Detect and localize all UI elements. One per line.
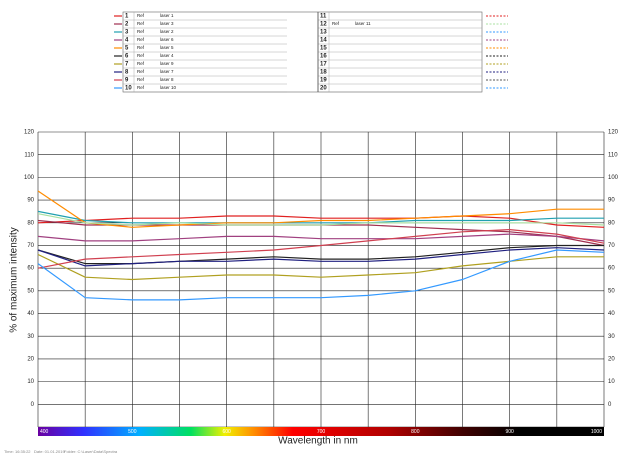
data-line: [37, 215, 605, 228]
y-tick-label-right: 90: [608, 198, 615, 204]
legend-ref: Ref: [137, 61, 145, 66]
y-tick-label-right: 60: [608, 266, 615, 272]
spectrum-bar: [38, 427, 604, 436]
legend-ref: Ref: [137, 45, 145, 50]
legend-number: 19: [320, 78, 327, 84]
legend-ref: Ref: [137, 85, 145, 90]
legend-ref: Ref: [137, 77, 145, 82]
legend-ref: Ref: [332, 21, 340, 26]
legend-ref: Ref: [137, 13, 145, 18]
legend-name: laser 5: [160, 45, 174, 50]
y-tick-label: 100: [24, 175, 35, 181]
data-line: [37, 210, 604, 224]
y-tick-label: 10: [27, 379, 34, 385]
footer-text: Time: 16:35:22: [4, 449, 31, 454]
y-tick-label: 110: [24, 152, 34, 158]
legend-number: 13: [320, 30, 327, 36]
legend-number: 6: [125, 54, 129, 60]
legend-name: laser 1: [160, 13, 174, 18]
x-tick-label: 1000: [591, 429, 602, 435]
y-tick-label-right: 120: [608, 130, 618, 136]
legend-ref: Ref: [137, 29, 145, 34]
x-tick-label: 400: [40, 429, 49, 435]
y-tick-label: 0: [31, 402, 35, 408]
footer-text: Folder: C:\Laser\Data\Spectra: [64, 449, 118, 454]
legend-number: 16: [320, 54, 327, 60]
y-tick-label-right: 110: [608, 152, 618, 158]
data-line: [37, 249, 605, 301]
legend-name: laser 7: [160, 69, 174, 74]
legend-name: laser 3: [160, 21, 174, 26]
y-tick-label: 120: [24, 130, 35, 136]
x-tick-label: 500: [128, 429, 137, 435]
x-tick-label: 800: [411, 429, 420, 435]
legend-name: laser 11: [355, 21, 371, 26]
legend-number: 7: [125, 62, 129, 68]
y-tick-label-right: 20: [608, 357, 615, 363]
legend-ref: Ref: [137, 69, 145, 74]
legend-number: 17: [320, 62, 327, 68]
y-tick-label: 70: [27, 243, 34, 249]
y-axis-title: % of maximum intensity: [9, 227, 20, 333]
legend-name: laser 10: [160, 85, 177, 90]
y-tick-label-right: 50: [608, 288, 615, 294]
legend-number: 15: [320, 46, 327, 52]
legend-ref: Ref: [137, 53, 145, 58]
legend-name: laser 6: [160, 37, 174, 42]
y-tick-label: 20: [27, 357, 34, 363]
legend-number: 11: [320, 14, 327, 20]
data-line: [37, 190, 604, 228]
y-tick-label: 50: [27, 288, 34, 294]
legend-name: laser 9: [160, 61, 174, 66]
y-tick-label-right: 40: [608, 311, 615, 317]
legend-number: 8: [125, 70, 129, 76]
legend-ref: Ref: [137, 21, 145, 26]
legend-name: laser 2: [160, 29, 174, 34]
y-tick-label: 30: [27, 334, 34, 340]
legend-name: laser 4: [160, 53, 174, 58]
y-tick-label-right: 80: [608, 220, 615, 226]
x-tick-label: 900: [505, 429, 514, 435]
y-tick-label: 80: [27, 220, 34, 226]
legend-number: 9: [125, 78, 129, 84]
legend-number: 20: [320, 86, 327, 92]
legend-number: 1: [125, 14, 129, 20]
legend-number: 2: [125, 22, 129, 28]
y-tick-label-right: 10: [608, 379, 615, 385]
legend-number: 14: [320, 38, 327, 44]
data-line: [37, 247, 605, 267]
y-tick-label: 60: [27, 266, 34, 272]
data-line: [37, 233, 605, 242]
legend-number: 12: [320, 22, 327, 28]
footer-text: Date: 01.01.2019: [34, 449, 65, 454]
data-line: [37, 229, 605, 269]
legend-number: 10: [125, 86, 132, 92]
y-tick-label-right: 30: [608, 334, 615, 340]
legend-number: 18: [320, 70, 327, 76]
y-tick-label-right: 100: [608, 175, 618, 181]
legend-number: 5: [125, 46, 129, 52]
y-tick-label: 90: [27, 198, 34, 204]
y-tick-label: 40: [27, 311, 34, 317]
y-tick-label-right: 0: [608, 402, 612, 408]
legend-number: 3: [125, 30, 129, 36]
legend-name: laser 8: [160, 77, 174, 82]
data-line: [37, 213, 605, 226]
x-tick-label: 700: [317, 429, 326, 435]
x-tick-label: 600: [222, 429, 231, 435]
legend-number: 4: [125, 38, 129, 44]
legend-ref: Ref: [137, 37, 145, 42]
x-axis-title: Wavelength in nm: [278, 436, 358, 447]
y-tick-label-right: 70: [608, 243, 615, 249]
